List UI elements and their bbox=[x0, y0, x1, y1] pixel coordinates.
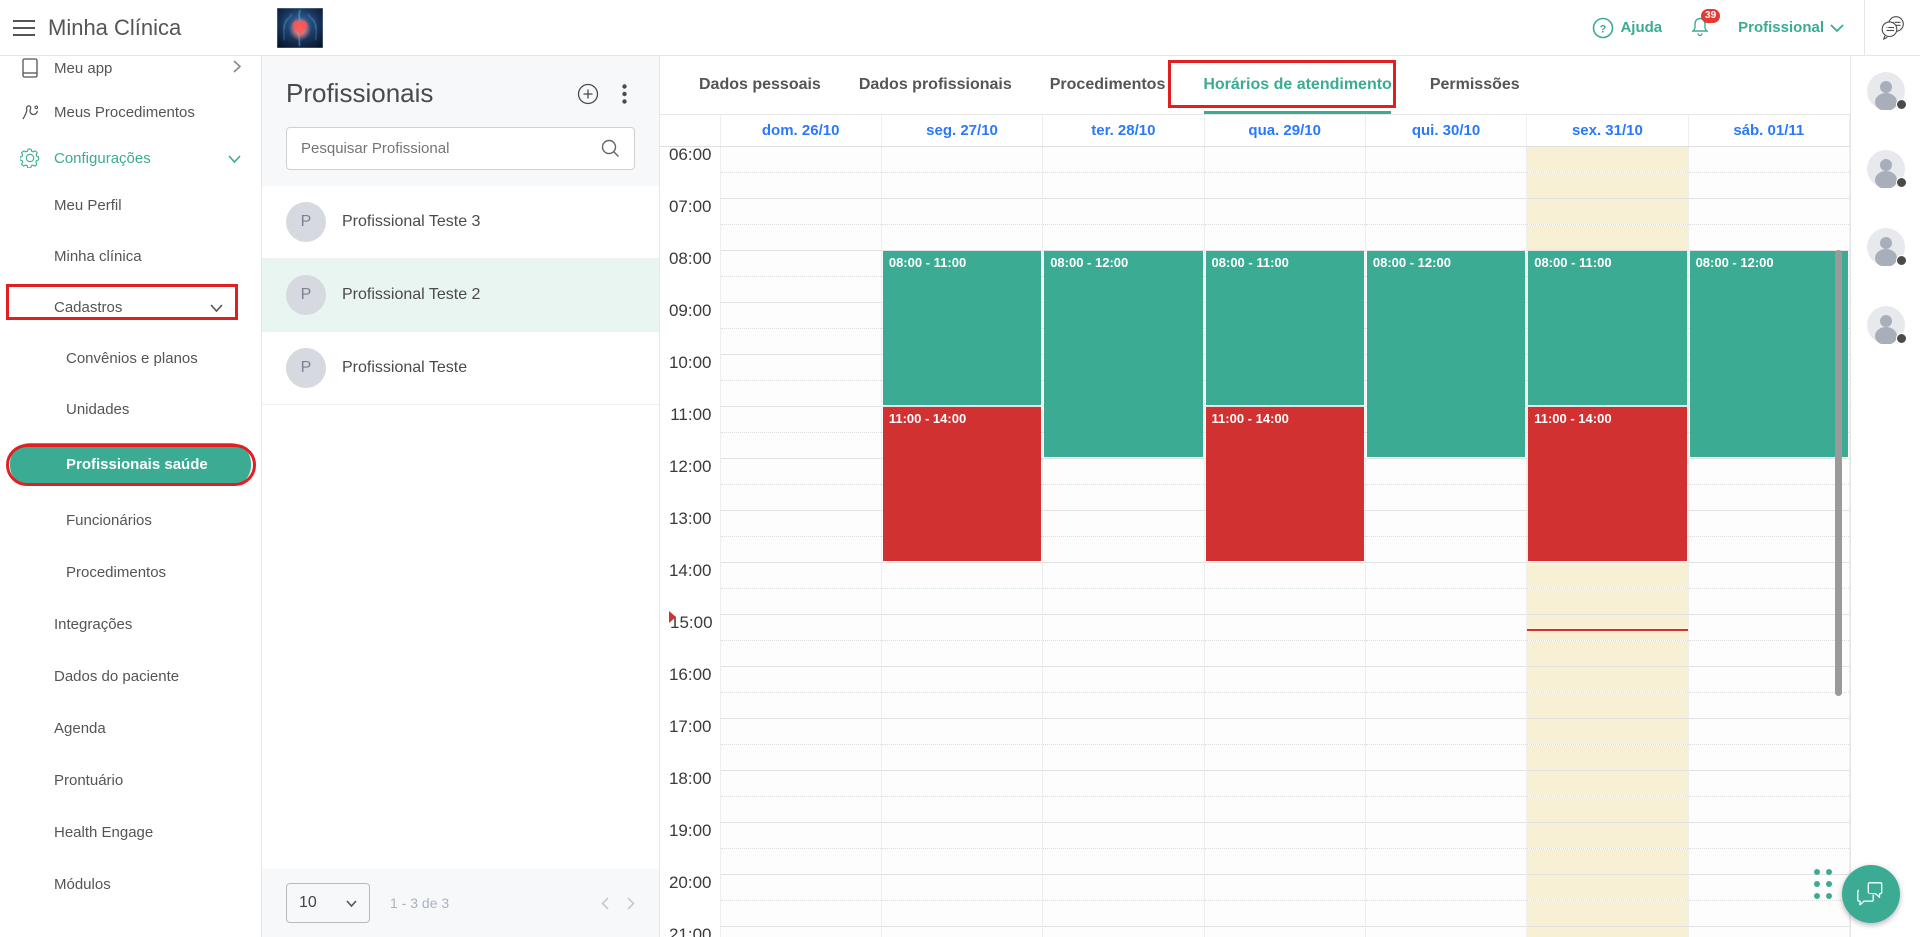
svg-text:?: ? bbox=[1600, 23, 1607, 35]
